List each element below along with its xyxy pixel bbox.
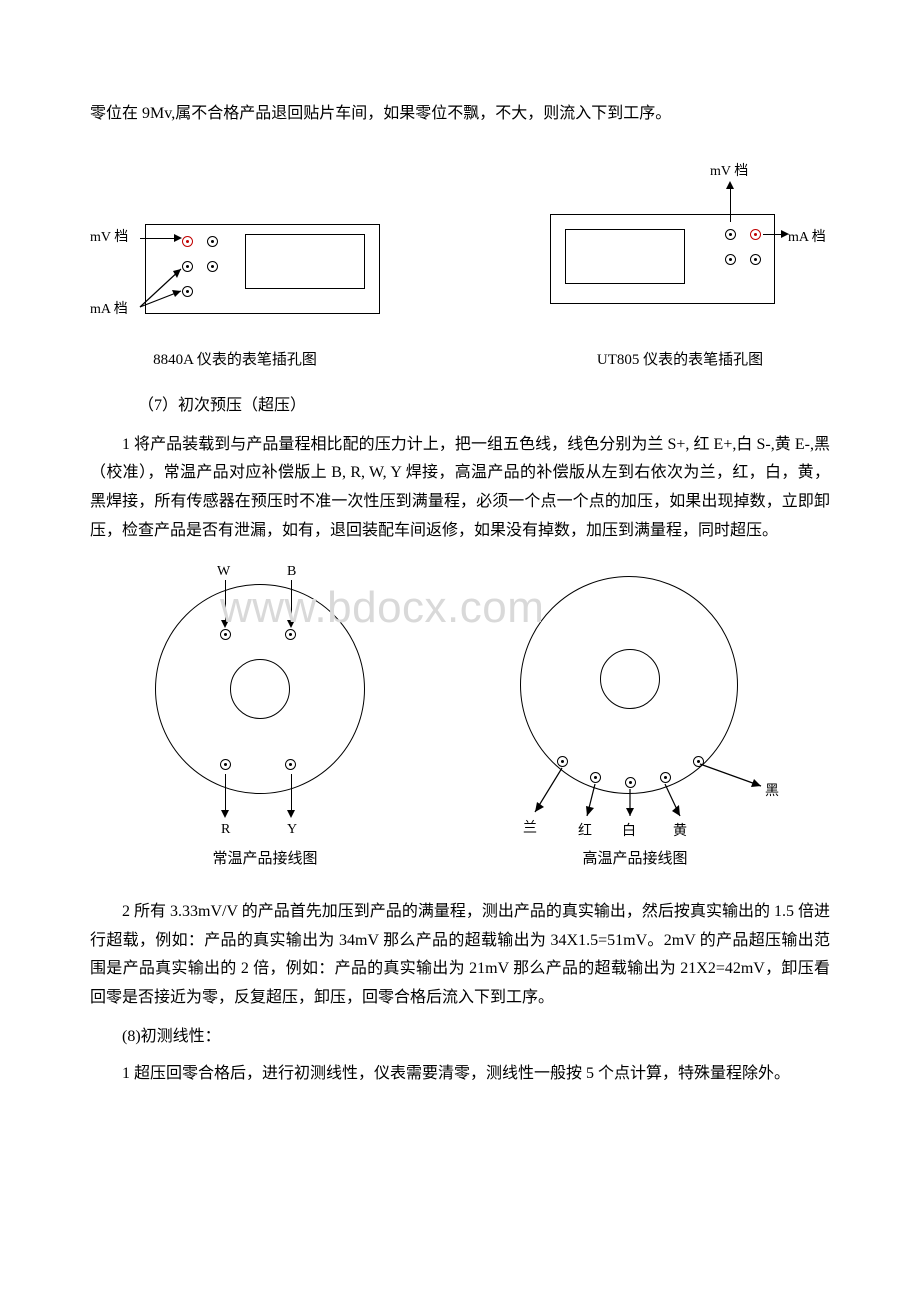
lbl-huang: 黄 [673, 819, 687, 844]
lbl-hong: 红 [578, 819, 592, 844]
section7-p1: 1 将产品装载到与产品量程相比配的压力计上，把一组五色线，线色分别为兰 S+, … [90, 431, 830, 546]
label-ma: mA 档 [90, 297, 128, 322]
section8-p1: 1 超压回零合格后，进行初测线性，仪表需要清零，测线性一般按 5 个点计算，特殊… [90, 1060, 830, 1089]
lbl-lan: 兰 [523, 816, 537, 841]
intro-paragraph: 零位在 9Mv,属不合格产品退回贴片车间，如果零位不飘，不大，则流入下到工序。 [90, 100, 830, 129]
caption-ut805: UT805 仪表的表笔插孔图 [597, 347, 763, 374]
meter-ut805-block: mV 档 mA 档 UT805 仪表的表笔插孔图 [530, 159, 830, 374]
normal-temp-block: W B R Y 常温产品接线图 [115, 574, 415, 873]
lbl-Y: Y [287, 817, 297, 842]
high-temp-block: 兰 红 白 黄 黑 高温产品接线图 [465, 574, 805, 873]
meter-8840a: mV 档 mA 档 [90, 189, 380, 339]
circle-diagrams-row: www.bdocx.com W B R Y 常温产品接线图 [90, 574, 830, 873]
normal-temp-circle: W B R Y [115, 574, 415, 874]
section7-title: （7）初次预压（超压） [90, 392, 830, 421]
high-temp-circle: 兰 红 白 黄 黑 [465, 574, 805, 874]
lbl-W: W [217, 559, 230, 584]
meter-8840a-block: mV 档 mA 档 8840A 仪表的表笔插孔图 [90, 189, 380, 374]
lbl-hei: 黑 [765, 779, 779, 804]
label-mv: mV 档 [90, 225, 128, 250]
section8-title: (8)初测线性： [90, 1023, 830, 1052]
label-ma-right: mA 档 [788, 225, 826, 250]
meter-ut805: mV 档 mA 档 [530, 159, 830, 339]
caption-8840a: 8840A 仪表的表笔插孔图 [153, 347, 317, 374]
section7-p2: 2 所有 3.33mV/V 的产品首先加压到产品的满量程，测出产品的真实输出，然… [90, 898, 830, 1013]
lbl-R: R [221, 817, 230, 842]
lbl-bai: 白 [622, 819, 636, 844]
meter-diagrams-row: mV 档 mA 档 8840A 仪表的表笔插孔图 [90, 159, 830, 374]
